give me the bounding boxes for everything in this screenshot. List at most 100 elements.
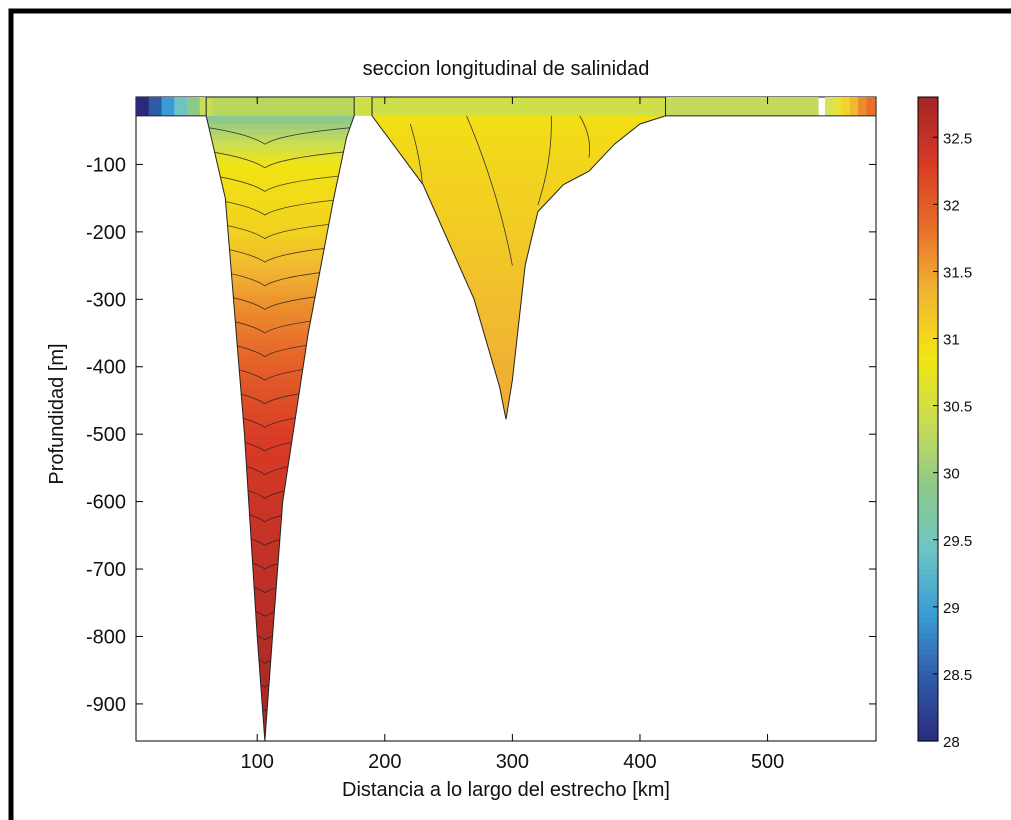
colorbar-swatch (918, 182, 938, 189)
colorbar-swatch (918, 113, 938, 120)
colorbar-swatch (918, 241, 938, 248)
colorbar-swatch (918, 671, 938, 678)
colorbar-swatch (918, 370, 938, 377)
colorbar-swatch (918, 215, 938, 222)
colorbar-swatch (918, 177, 938, 184)
colorbar-swatch (918, 639, 938, 645)
x-axis-label: Distancia a lo largo del estrecho [km] (342, 779, 670, 801)
y-tick-label: -300 (86, 289, 126, 311)
colorbar-swatch (918, 231, 938, 238)
colorbar-swatch (918, 306, 938, 313)
colorbar-tick-label: 28 (943, 734, 960, 751)
colorbar-swatch (918, 166, 938, 173)
colorbar-swatch (918, 617, 938, 624)
colorbar-swatch (918, 392, 938, 399)
colorbar-swatch (918, 156, 938, 162)
colorbar-swatch (918, 333, 938, 340)
colorbar-swatch (918, 628, 938, 635)
colorbar-swatch (918, 703, 938, 710)
colorbar-swatch (918, 354, 938, 361)
colorbar-swatch (918, 676, 938, 683)
colorbar-swatch (918, 263, 938, 270)
colorbar-swatch (918, 655, 938, 662)
colorbar-tick-label: 32.5 (943, 130, 972, 147)
colorbar-swatch (918, 118, 938, 125)
colorbar-swatch (918, 290, 938, 297)
colorbar-swatch (918, 547, 938, 554)
colorbar-swatch (918, 461, 938, 468)
colorbar-swatch (918, 279, 938, 286)
colorbar-swatch (918, 504, 938, 511)
colorbar-swatch (918, 644, 938, 651)
y-tick-label: -100 (86, 154, 126, 176)
colorbar-swatch (918, 381, 938, 388)
colorbar-swatch (918, 606, 938, 613)
colorbar-swatch (918, 188, 938, 195)
y-axis-label: Profundidad [m] (46, 343, 68, 484)
colorbar-swatch (918, 526, 938, 533)
colorbar-swatch (918, 558, 938, 565)
colorbar-swatch (918, 343, 938, 350)
colorbar-tick-label: 31.5 (943, 264, 972, 281)
colorbar-swatch (918, 97, 938, 103)
colorbar-swatch (918, 338, 938, 345)
surface-fresh-layer (136, 97, 355, 116)
colorbar-swatch (918, 622, 938, 629)
colorbar-swatch (918, 102, 938, 109)
colorbar-swatch (918, 247, 938, 254)
chart-title: seccion longitudinal de salinidad (363, 58, 650, 80)
colorbar-swatch (918, 537, 938, 544)
colorbar-swatch (918, 139, 938, 146)
x-tick-label: 300 (496, 751, 529, 773)
x-tick-label: 200 (368, 751, 401, 773)
colorbar-swatch (918, 488, 938, 495)
colorbar-tick-label: 29 (943, 600, 960, 617)
colorbar-swatch (918, 150, 938, 157)
colorbar-swatch (918, 123, 938, 130)
colorbar-swatch (918, 349, 938, 356)
colorbar-frame (917, 96, 939, 742)
colorbar-swatch (918, 129, 938, 136)
colorbar-swatch (918, 478, 938, 484)
colorbar-swatch (918, 258, 938, 264)
x-tick-label: 500 (751, 751, 784, 773)
colorbar-swatch (918, 714, 938, 721)
colorbar-swatch (918, 429, 938, 436)
axes: 100 200 300 400 500 -100 -200 -300 -400 -500 -600 -… (86, 97, 876, 773)
colorbar-swatch (918, 365, 938, 372)
colorbar-swatch (918, 424, 938, 431)
colorbar-swatch (918, 445, 938, 452)
colorbar-swatch (918, 268, 938, 275)
colorbar-swatch (918, 531, 938, 538)
colorbar-tick-label: 29.5 (943, 533, 972, 550)
colorbar-tick-label: 28.5 (943, 667, 972, 684)
colorbar-swatch (918, 252, 938, 259)
colorbar-swatch (918, 408, 938, 415)
colorbar-swatch (918, 472, 938, 479)
colorbar-swatch (918, 311, 938, 318)
colorbar-tick-label: 30 (943, 466, 960, 483)
colorbar-swatch (918, 730, 938, 737)
colorbar-tick-label: 32 (943, 197, 960, 214)
colorbar-swatch (918, 220, 938, 227)
colorbar-swatch (918, 300, 938, 307)
colorbar-swatch (918, 456, 938, 463)
colorbar-swatch (918, 735, 938, 742)
colorbar-swatch (918, 596, 938, 603)
colorbar-swatch (918, 172, 938, 179)
colorbar-swatch (918, 295, 938, 302)
colorbar-swatch (918, 698, 938, 705)
y-tick-label: -700 (86, 559, 126, 581)
colorbar-swatch (918, 494, 938, 501)
colorbar-swatch (918, 553, 938, 560)
y-tick-label: -600 (86, 492, 126, 514)
colorbar-swatch (918, 413, 938, 420)
colorbar-swatch (918, 510, 938, 517)
colorbar-swatch (918, 660, 938, 667)
colorbar-swatch (918, 435, 938, 442)
colorbar-swatch (918, 515, 938, 522)
colorbar-swatch (918, 107, 938, 114)
colorbar-swatch (918, 134, 938, 141)
colorbar-swatch (918, 724, 938, 731)
